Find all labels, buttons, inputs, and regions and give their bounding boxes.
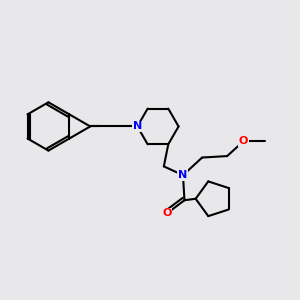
Text: O: O bbox=[162, 208, 172, 218]
Text: N: N bbox=[178, 170, 188, 180]
Text: N: N bbox=[133, 122, 142, 131]
Text: O: O bbox=[239, 136, 248, 146]
